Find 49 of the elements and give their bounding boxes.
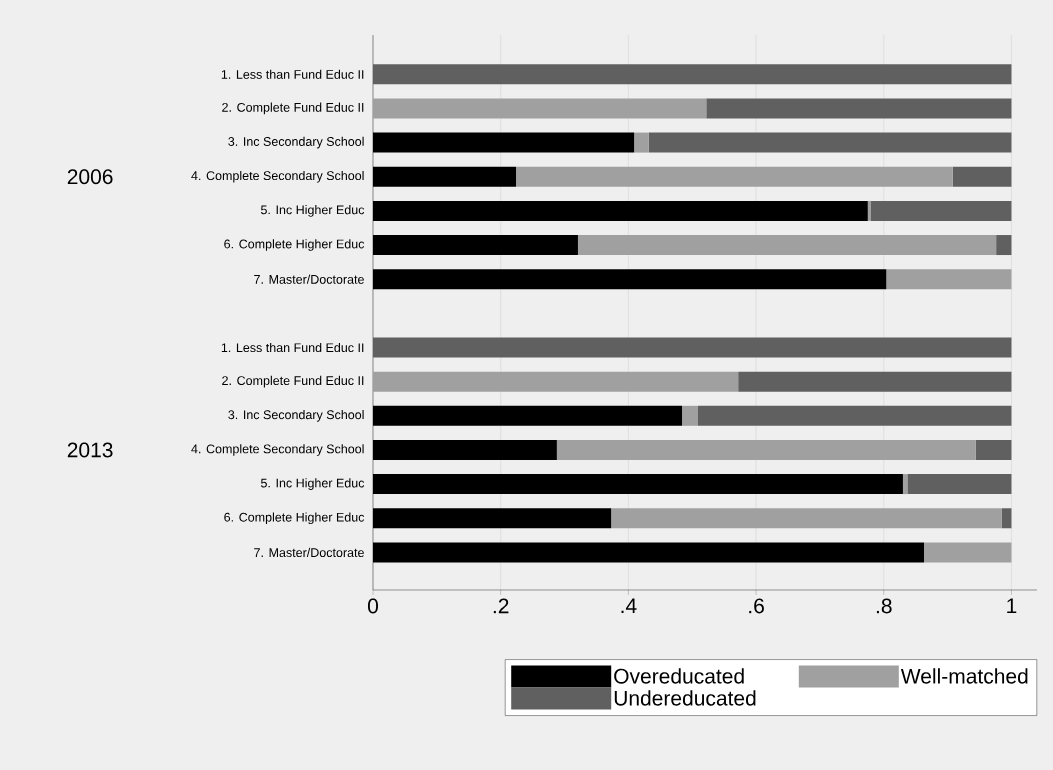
bar bbox=[886, 269, 1012, 290]
bar bbox=[373, 98, 707, 119]
bar bbox=[867, 200, 871, 221]
bar bbox=[902, 474, 908, 495]
bar bbox=[634, 132, 649, 153]
bar bbox=[648, 132, 1012, 153]
x-tick-label: 0 bbox=[367, 598, 379, 614]
bar bbox=[556, 439, 976, 460]
bar bbox=[871, 200, 1012, 221]
x-tick-label: .2 bbox=[493, 598, 509, 614]
y-tick-label: 1. Less than Fund Educ II bbox=[221, 69, 364, 79]
y-tick-label: 4. Complete Secondary School bbox=[191, 170, 364, 183]
bar bbox=[373, 337, 1012, 358]
bar bbox=[975, 439, 1012, 460]
bar bbox=[682, 405, 698, 426]
legend-label: Well-matched bbox=[900, 668, 1028, 684]
bar bbox=[1001, 508, 1012, 529]
bar bbox=[996, 235, 1012, 256]
legend-label: Undereducated bbox=[614, 690, 756, 706]
x-tick-label: 1 bbox=[1007, 598, 1017, 613]
y-tick-label: 2. Complete Fund Educ II bbox=[222, 375, 364, 388]
bar bbox=[738, 371, 1012, 392]
y-tick-label: 4. Complete Secondary School bbox=[191, 444, 364, 456]
x-tick-label: .8 bbox=[876, 598, 892, 614]
bar bbox=[706, 98, 1012, 119]
bar bbox=[577, 235, 997, 256]
y-tick-label: 7. Master/Doctorate bbox=[254, 274, 364, 284]
y-tick-label: 5. Inc Higher Educ bbox=[260, 478, 365, 490]
bar bbox=[907, 474, 1012, 495]
x-tick-label: .4 bbox=[621, 598, 637, 613]
text: 2013 bbox=[67, 442, 113, 458]
legend-label: Overeducated bbox=[614, 668, 744, 684]
text: 2006 bbox=[67, 169, 113, 185]
bar bbox=[952, 166, 1012, 187]
y-tick-label: 2. Complete Fund Educ II bbox=[222, 102, 364, 115]
bar bbox=[611, 508, 1002, 529]
y-tick-label: 6. Complete Higher Educ bbox=[224, 512, 365, 525]
bar bbox=[373, 64, 1012, 85]
x-tick-label: .6 bbox=[749, 598, 764, 614]
y-tick-label: 6. Complete Higher Educ bbox=[224, 239, 365, 251]
y-tick-label: 5. Inc Higher Educ bbox=[260, 205, 365, 217]
bar bbox=[697, 405, 1012, 426]
bar bbox=[516, 166, 953, 187]
y-tick-label: 3. Inc Secondary School bbox=[228, 409, 364, 422]
y-tick-label: 3. Inc Secondary School bbox=[228, 136, 364, 149]
y-tick-label: 7. Master/Doctorate bbox=[254, 547, 364, 558]
bar bbox=[373, 371, 739, 392]
y-tick-label: 1. Less than Fund Educ II bbox=[221, 342, 364, 353]
bar bbox=[923, 542, 1012, 563]
